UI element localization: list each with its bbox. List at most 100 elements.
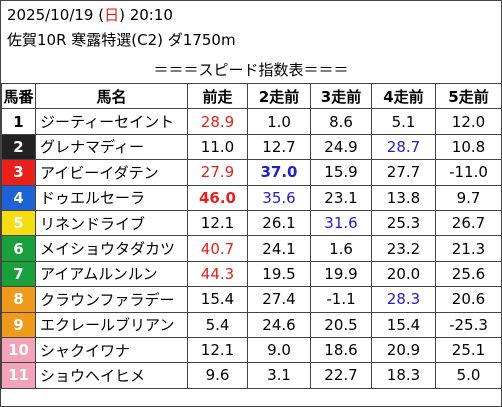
speed-index-cell: 26.7 bbox=[435, 209, 502, 237]
speed-index-cell: 28.9 bbox=[187, 108, 248, 135]
race-datetime: 2025/10/19 (日) 20:10 bbox=[7, 6, 173, 24]
speed-index-cell: 18.3 bbox=[371, 362, 436, 389]
speed-index-cell: 37.0 bbox=[247, 159, 311, 186]
speed-index-cell: 19.5 bbox=[247, 260, 311, 288]
table-subtitle: ＝＝＝スピード指数表＝＝＝ bbox=[153, 61, 349, 79]
speed-index-cell: 25.3 bbox=[371, 209, 436, 237]
horse-number-cell: 9 bbox=[1, 311, 36, 338]
speed-index-cell: 15.4 bbox=[371, 311, 436, 338]
speed-index-cell: 12.1 bbox=[187, 336, 248, 364]
date-text: 2025/10/19 ( bbox=[7, 6, 105, 24]
speed-index-cell: 40.7 bbox=[187, 235, 248, 262]
table-row: 3 アイビーイダテン 27.9 37.0 15.9 27.7 -11.0 bbox=[1, 159, 502, 186]
speed-index-cell: 5.1 bbox=[371, 108, 436, 135]
speed-index-cell: 11.0 bbox=[187, 133, 248, 161]
column-header-3-races-ago: 3走前 bbox=[310, 82, 372, 110]
table-row: 9 エクレールブリアン 5.4 24.6 20.5 15.4 -25.3 bbox=[1, 311, 502, 338]
speed-index-cell: 44.3 bbox=[187, 260, 248, 288]
horse-name-cell: アイアムルンルン bbox=[35, 260, 188, 288]
speed-index-cell: 19.9 bbox=[310, 260, 372, 288]
speed-index-cell: 1.6 bbox=[310, 235, 372, 262]
horse-number-cell: 8 bbox=[1, 286, 36, 313]
speed-index-cell: 21.3 bbox=[435, 235, 502, 262]
table-row: 1 ジーティーセイント 28.9 1.0 8.6 5.1 12.0 bbox=[1, 108, 502, 135]
column-header-2-races-ago: 2走前 bbox=[247, 82, 311, 110]
horse-name-cell: アイビーイダテン bbox=[35, 159, 188, 186]
speed-index-cell: 31.6 bbox=[310, 209, 372, 237]
speed-index-cell: 26.1 bbox=[247, 209, 311, 237]
speed-index-cell: 1.0 bbox=[247, 108, 311, 135]
speed-index-cell: 25.1 bbox=[435, 336, 502, 364]
speed-index-cell: 12.1 bbox=[187, 209, 248, 237]
speed-index-cell: 13.8 bbox=[371, 184, 436, 211]
speed-index-cell: 27.4 bbox=[247, 286, 311, 313]
speed-index-cell: 28.3 bbox=[371, 286, 436, 313]
speed-index-cell: 24.9 bbox=[310, 133, 372, 161]
speed-index-cell: 18.6 bbox=[310, 336, 372, 364]
horse-name-cell: グレナマディー bbox=[35, 133, 188, 161]
speed-index-cell: 5.4 bbox=[187, 311, 248, 338]
column-header-5-races-ago: 5走前 bbox=[435, 82, 502, 110]
speed-index-table: 馬番 馬名 前走 2走前 3走前 4走前 5走前 1 ジーティーセイント 28.9 1… bbox=[1, 82, 502, 389]
speed-index-cell: 15.4 bbox=[187, 286, 248, 313]
column-header-last-race: 前走 bbox=[187, 82, 248, 110]
speed-index-cell: -1.1 bbox=[310, 286, 372, 313]
weekday-text: 日 bbox=[104, 6, 120, 24]
horse-name-cell: リネンドライブ bbox=[35, 209, 188, 237]
time-text: ) 20:10 bbox=[119, 6, 173, 24]
speed-index-cell: 20.6 bbox=[435, 286, 502, 313]
speed-index-cell: -11.0 bbox=[435, 159, 502, 186]
horse-number-cell: 7 bbox=[1, 260, 36, 288]
race-info: 佐賀10R 寒露特選(C2) ダ1750m bbox=[7, 31, 236, 49]
speed-index-cell: 46.0 bbox=[187, 184, 248, 211]
speed-index-cell: 12.7 bbox=[247, 133, 311, 161]
speed-index-cell: 35.6 bbox=[247, 184, 311, 211]
horse-name-cell: シャクイワナ bbox=[35, 336, 188, 364]
speed-index-cell: 9.7 bbox=[435, 184, 502, 211]
horse-number-cell: 6 bbox=[1, 235, 36, 262]
speed-index-cell: 3.1 bbox=[247, 362, 311, 389]
table-row: 6 メイショウタダカツ 40.7 24.1 1.6 23.2 21.3 bbox=[1, 235, 502, 262]
speed-index-cell: 9.6 bbox=[187, 362, 248, 389]
horse-name-cell: ジーティーセイント bbox=[35, 108, 188, 135]
speed-index-cell: 27.9 bbox=[187, 159, 248, 186]
speed-index-cell: 5.0 bbox=[435, 362, 502, 389]
speed-index-cell: 22.7 bbox=[310, 362, 372, 389]
speed-index-cell: 25.6 bbox=[435, 260, 502, 288]
column-header-horse-name: 馬名 bbox=[35, 82, 188, 110]
speed-index-cell: 20.9 bbox=[371, 336, 436, 364]
horse-name-cell: メイショウタダカツ bbox=[35, 235, 188, 262]
speed-index-cell: 28.7 bbox=[371, 133, 436, 161]
horse-number-cell: 2 bbox=[1, 133, 36, 161]
table-header-row: 馬番 馬名 前走 2走前 3走前 4走前 5走前 bbox=[1, 82, 502, 110]
horse-number-cell: 10 bbox=[1, 336, 36, 364]
speed-index-cell: 20.5 bbox=[310, 311, 372, 338]
table-row: 10 シャクイワナ 12.1 9.0 18.6 20.9 25.1 bbox=[1, 336, 502, 364]
speed-index-cell: 23.2 bbox=[371, 235, 436, 262]
speed-index-cell: 9.0 bbox=[247, 336, 311, 364]
table-row: 4 ドゥエルセーラ 46.0 35.6 23.1 13.8 9.7 bbox=[1, 184, 502, 211]
table-row: 5 リネンドライブ 12.1 26.1 31.6 25.3 26.7 bbox=[1, 209, 502, 237]
horse-name-cell: クラウンファラデー bbox=[35, 286, 188, 313]
speed-index-cell: 24.6 bbox=[247, 311, 311, 338]
table-row: 11 ショウヘイヒメ 9.6 3.1 22.7 18.3 5.0 bbox=[1, 362, 502, 389]
horse-number-cell: 11 bbox=[1, 362, 36, 389]
speed-index-cell: 15.9 bbox=[310, 159, 372, 186]
speed-index-cell: 24.1 bbox=[247, 235, 311, 262]
table-row: 2 グレナマディー 11.0 12.7 24.9 28.7 10.8 bbox=[1, 133, 502, 161]
speed-index-cell: 27.7 bbox=[371, 159, 436, 186]
horse-number-cell: 3 bbox=[1, 159, 36, 186]
speed-index-cell: 10.8 bbox=[435, 133, 502, 161]
horse-name-cell: ショウヘイヒメ bbox=[35, 362, 188, 389]
speed-index-cell: 8.6 bbox=[310, 108, 372, 135]
table-row: 8 クラウンファラデー 15.4 27.4 -1.1 28.3 20.6 bbox=[1, 286, 502, 313]
column-header-4-races-ago: 4走前 bbox=[371, 82, 436, 110]
speed-index-cell: 23.1 bbox=[310, 184, 372, 211]
horse-number-cell: 4 bbox=[1, 184, 36, 211]
table-row: 7 アイアムルンルン 44.3 19.5 19.9 20.0 25.6 bbox=[1, 260, 502, 288]
speed-index-cell: -25.3 bbox=[435, 311, 502, 338]
horse-number-cell: 5 bbox=[1, 209, 36, 237]
speed-index-cell: 20.0 bbox=[371, 260, 436, 288]
horse-name-cell: ドゥエルセーラ bbox=[35, 184, 188, 211]
